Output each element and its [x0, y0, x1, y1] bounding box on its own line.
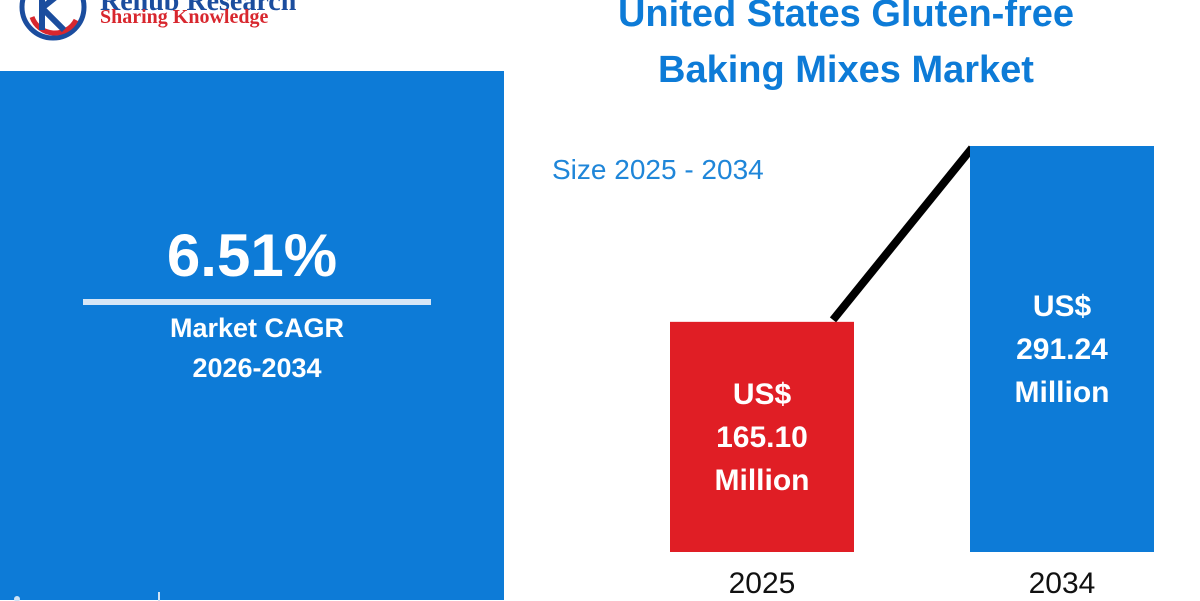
bar-2025	[670, 321, 854, 552]
data-label-2025-line-3: Million	[715, 464, 810, 497]
cagr-value: 6.51%	[166, 222, 338, 289]
chart-subtitle: Size 2025 - 2034	[552, 154, 764, 185]
title-line-2: Baking Mixes Market	[658, 49, 1034, 91]
trend-line	[829, 145, 976, 323]
data-label-2025-line-2: 165.10	[716, 421, 808, 454]
company-logo: Renub Research Sharing Knowledge	[0, 0, 420, 50]
cagr-panel: 6.51% Market CAGR 2026-2034	[0, 71, 504, 601]
cagr-divider	[83, 299, 431, 305]
page-title: United States Gluten-free Baking Mixes M…	[540, 0, 1152, 98]
bar-2034	[970, 146, 1154, 552]
logo-r-icon	[19, 0, 87, 41]
cagr-label: Market CAGR	[169, 313, 345, 343]
x-tick-2025: 2025	[729, 567, 796, 600]
data-label-2034-line-3: Million	[1015, 376, 1110, 409]
logo-tagline: Sharing Knowledge	[100, 6, 269, 28]
cagr-period: 2026-2034	[192, 353, 322, 383]
x-tick-2034: 2034	[1029, 567, 1096, 600]
logo-name: Renub Research	[100, 0, 297, 17]
data-label-2034-line-2: 291.24	[1016, 333, 1108, 366]
title-line-1: United States Gluten-free	[617, 0, 1075, 35]
data-label-2034-line-1: US$	[1033, 290, 1092, 323]
data-label-2025-line-1: US$	[733, 378, 792, 411]
